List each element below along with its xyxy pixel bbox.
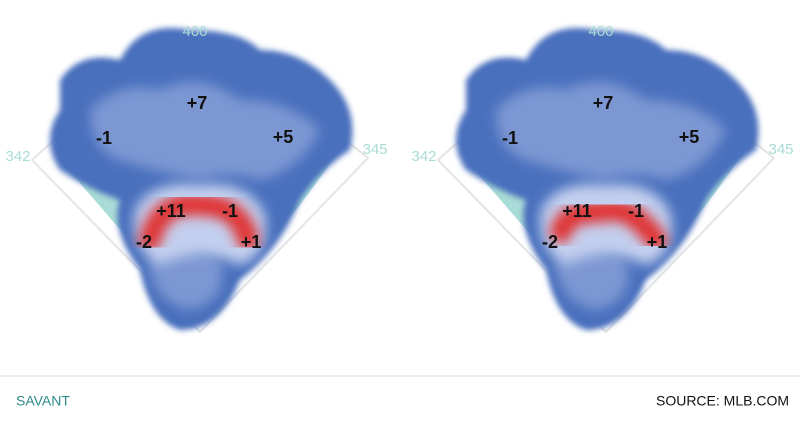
source: SOURCE: MLB.COM bbox=[656, 393, 789, 409]
distance-label: 345 bbox=[362, 141, 387, 158]
zone-label: -1 bbox=[96, 128, 112, 148]
zone-label: -2 bbox=[136, 232, 152, 252]
zone-label: -2 bbox=[542, 232, 558, 252]
distance-label: 400 bbox=[182, 23, 207, 40]
zone-label: +1 bbox=[647, 232, 668, 252]
zone-label: -1 bbox=[222, 201, 238, 221]
zone-label: +5 bbox=[273, 127, 294, 147]
field-panel: 400 342 345 +7 -1 +5 +11 -1 -2 +1 bbox=[411, 23, 794, 334]
zone-label: +1 bbox=[241, 232, 262, 252]
distance-label: 342 bbox=[5, 148, 30, 165]
heat-hot bbox=[550, 199, 667, 251]
zone-label: -1 bbox=[628, 201, 644, 221]
zone-label: +5 bbox=[679, 127, 700, 147]
field-panel: 400 342 345 +7 -1 +5 +11 -1 -2 +1 bbox=[5, 23, 388, 334]
zone-label: -1 bbox=[502, 128, 518, 148]
zone-label: +11 bbox=[156, 201, 186, 221]
distance-label: 342 bbox=[411, 148, 436, 165]
heat-hot bbox=[139, 193, 259, 251]
zone-label: +11 bbox=[562, 201, 592, 221]
distance-label: 345 bbox=[768, 141, 793, 158]
heat-mid bbox=[496, 82, 726, 310]
distance-label: 400 bbox=[588, 23, 613, 40]
zone-label: +7 bbox=[593, 93, 614, 113]
brand: SAVANT bbox=[16, 393, 70, 409]
heat-mid bbox=[90, 82, 320, 310]
zone-label: +7 bbox=[187, 93, 208, 113]
